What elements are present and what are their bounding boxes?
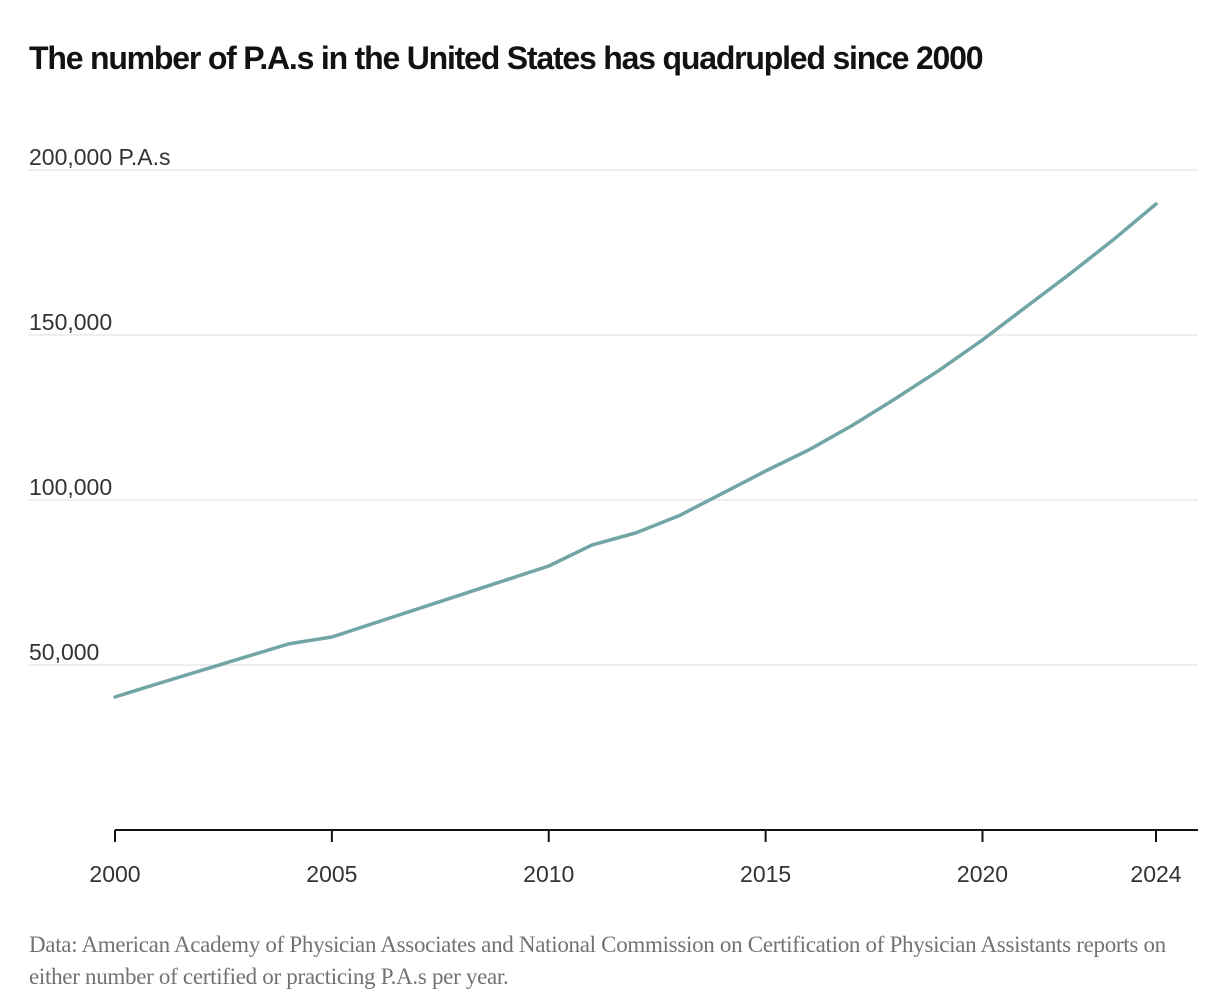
y-axis-labels: 200,000 P.A.s 150,000 100,000 50,000 <box>29 144 171 665</box>
gridlines <box>29 169 1198 666</box>
x-tick-label: 2024 <box>1130 861 1181 887</box>
y-tick-label: 100,000 <box>29 474 112 500</box>
x-tick-label: 2020 <box>957 861 1008 887</box>
x-tick-label: 2000 <box>89 861 140 887</box>
y-tick-label: 200,000 P.A.s <box>29 144 171 170</box>
chart-title: The number of P.A.s in the United States… <box>29 40 984 76</box>
y-tick-label: 150,000 <box>29 309 112 335</box>
x-tick-label: 2015 <box>740 861 791 887</box>
y-tick-label: 50,000 <box>29 639 99 665</box>
x-axis: 2000 2005 2010 2015 2020 2024 <box>89 829 1198 887</box>
source-note: Data: American Academy of Physician Asso… <box>29 932 1166 989</box>
series-layer <box>113 202 1158 699</box>
series-line <box>113 202 1158 699</box>
x-tick-label: 2005 <box>306 861 357 887</box>
x-tick-label: 2010 <box>523 861 574 887</box>
